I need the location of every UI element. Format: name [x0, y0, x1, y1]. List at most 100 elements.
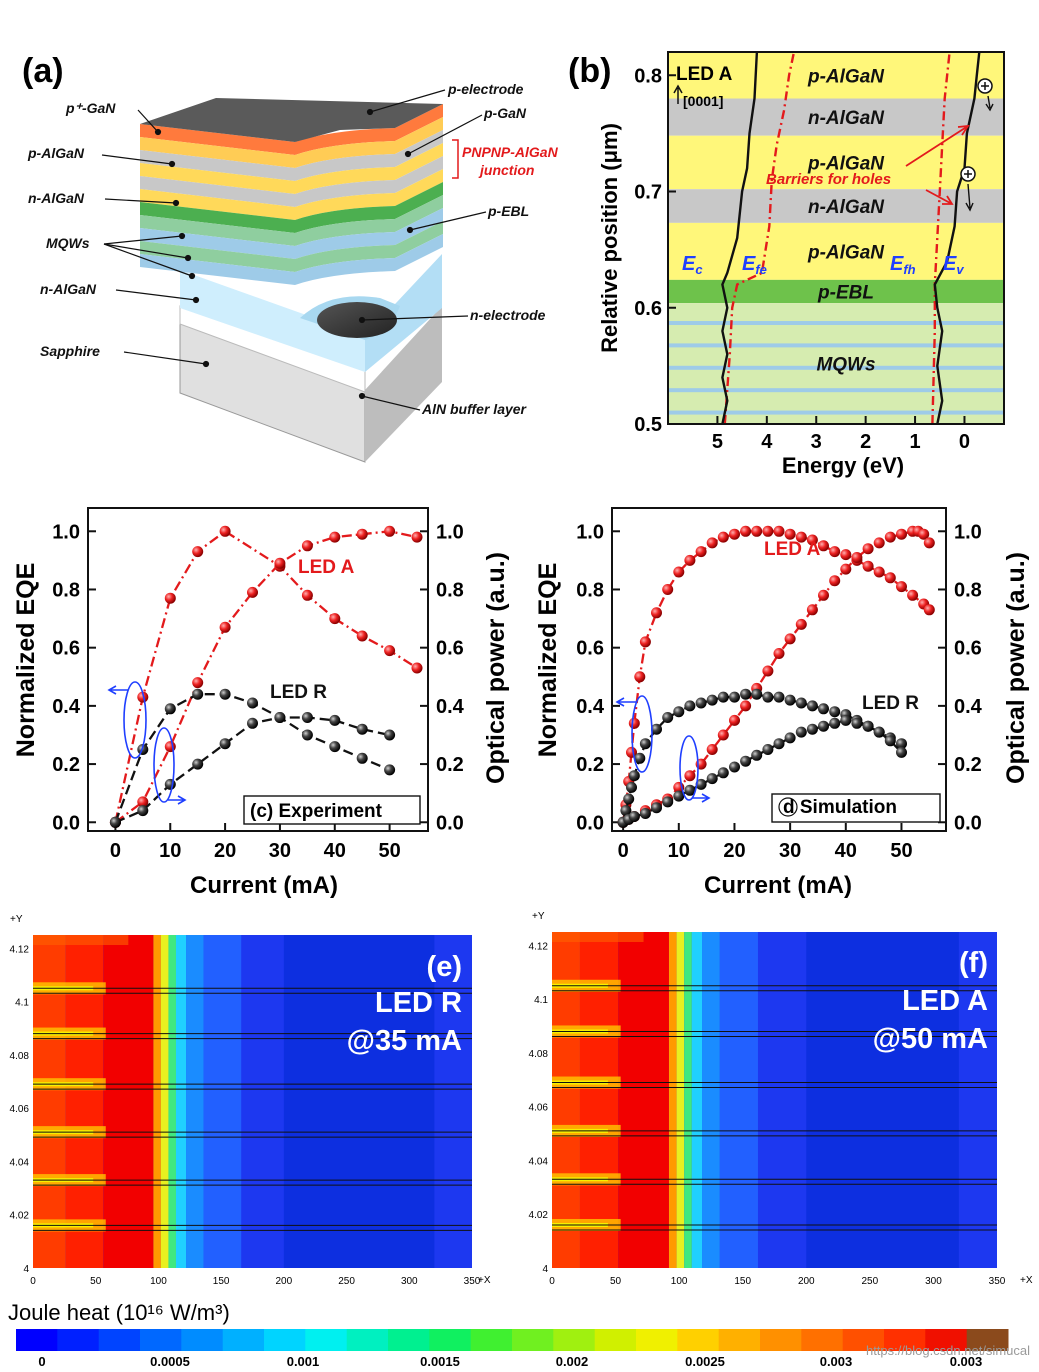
heat-xtick: 250 — [862, 1276, 879, 1287]
colorbar-tick: 0.0025 — [685, 1354, 725, 1369]
chart-c-ylabel: Normalized EQE — [12, 563, 40, 758]
heat-ytick: 4.12 — [10, 944, 30, 955]
heat-xtick: 200 — [798, 1276, 815, 1287]
data-point — [706, 773, 718, 785]
data-point — [773, 648, 785, 659]
colorbar-tick: 0.002 — [556, 1354, 589, 1369]
ytick-label: 0.4 — [52, 696, 81, 718]
panel-b-title: LED A — [676, 64, 733, 85]
heat-xtick: 150 — [213, 1276, 230, 1287]
chart-c-frame — [87, 507, 429, 832]
data-point — [717, 691, 729, 703]
heat-xtick: 200 — [276, 1276, 293, 1287]
heat-xtick: 300 — [401, 1276, 418, 1287]
heat-ytick: 4.08 — [529, 1049, 549, 1060]
ytick-label: 0.0 — [52, 812, 80, 834]
b-ytick-label: 0.5 — [634, 414, 662, 436]
data-point — [923, 537, 935, 549]
heatmap-f-axes: 0 50 100 150 200 250 300 350 4.12 4.1 4.08 4.06 4.04… — [529, 941, 1006, 1287]
stack-layer — [140, 221, 443, 272]
heat-band — [160, 935, 169, 1268]
ytick-label-right: 0.2 — [954, 754, 982, 776]
chart-d-eqe-ellipse — [631, 695, 653, 773]
data-point — [773, 525, 785, 537]
heat-xtick: 0 — [549, 1276, 555, 1287]
data-point — [651, 607, 662, 619]
layer-band — [668, 98, 1004, 136]
heat-deep — [806, 932, 959, 1268]
data-point — [384, 645, 396, 657]
label-n-algan: n-AlGaN — [40, 281, 97, 297]
colorbar-cell — [429, 1329, 472, 1351]
colorbar-ticks: 0 0.0005 0.001 0.0015 0.002 0.0025 0.003 0.003 — [38, 1354, 982, 1369]
ytick-label-right: 0.8 — [436, 579, 464, 601]
b-ytick-label: 0.8 — [634, 65, 662, 87]
data-point — [923, 604, 935, 616]
label-p-ebl: p-EBL — [487, 203, 529, 219]
b-ytick-label: 0.7 — [634, 182, 662, 204]
data-point — [623, 793, 635, 805]
data-point — [192, 677, 204, 689]
heat-band — [153, 935, 161, 1268]
colorbar-tick: 0.003 — [950, 1354, 983, 1369]
data-point — [840, 549, 852, 561]
data-point — [729, 714, 740, 726]
data-point — [806, 604, 818, 616]
label-p-algan: p-AlGaN — [27, 145, 85, 161]
data-point — [634, 671, 646, 683]
chart-c-power-ellipse — [153, 727, 175, 803]
colorbar-cell — [553, 1329, 596, 1351]
direction-label: [0001] — [683, 93, 723, 109]
ec-curve — [721, 51, 759, 425]
data-point — [192, 688, 204, 700]
data-point — [873, 566, 885, 578]
data-point — [247, 717, 258, 729]
chart-c-title-box — [243, 795, 421, 825]
data-point — [829, 575, 841, 587]
data-point — [829, 717, 841, 729]
xtick-label: 50 — [890, 840, 912, 862]
data-point — [411, 531, 423, 543]
data-point — [740, 700, 752, 712]
ytick-label-right: 0.4 — [436, 696, 465, 718]
panel-f-current: @50 mA — [873, 1023, 988, 1055]
data-point — [862, 720, 874, 732]
heat-ytick: 4.02 — [10, 1211, 30, 1222]
data-point — [356, 752, 368, 764]
heat-band — [691, 932, 703, 1268]
data-point — [274, 557, 286, 569]
stack-layer — [140, 182, 443, 233]
heatmap-f — [552, 932, 997, 1268]
data-point — [762, 744, 774, 755]
xtick-label: 10 — [668, 840, 690, 862]
colorbar-cell — [925, 1329, 968, 1351]
label-pplus-gan: p⁺-GaN — [65, 100, 116, 116]
data-point — [634, 752, 646, 764]
stack-layer — [140, 195, 443, 246]
data-point — [662, 796, 674, 808]
colorbar-cell — [305, 1329, 348, 1351]
data-point — [684, 770, 696, 782]
chart-d-label-led-a: LED A — [764, 539, 821, 560]
layer-label: MQWs — [816, 355, 875, 376]
data-point — [918, 528, 930, 540]
data-point — [896, 581, 907, 593]
data-point — [706, 694, 718, 706]
panel-f-device: LED A — [902, 985, 988, 1017]
data-point — [884, 531, 896, 543]
xtick-label: 0 — [618, 840, 629, 862]
chart-d-left-arrow — [615, 697, 636, 707]
data-point — [862, 560, 874, 572]
series-line — [114, 530, 418, 824]
stack-layer — [140, 117, 443, 168]
colorbar-cell — [760, 1329, 802, 1351]
ytick-label-right: 0.6 — [954, 638, 982, 660]
heat-band — [676, 932, 685, 1268]
panel-e-y-axis-name: +Y — [10, 914, 23, 925]
data-point — [884, 572, 896, 584]
b-xtick-label: 0 — [959, 431, 970, 453]
chart-c-plot: 0 10 20 30 40 50 0.0 0.0 0.2 0.2 0.4 0.4 0.6 0.6 0.8 0.… — [52, 521, 464, 862]
data-point — [684, 784, 696, 796]
data-point — [795, 726, 807, 738]
data-point — [695, 697, 707, 709]
